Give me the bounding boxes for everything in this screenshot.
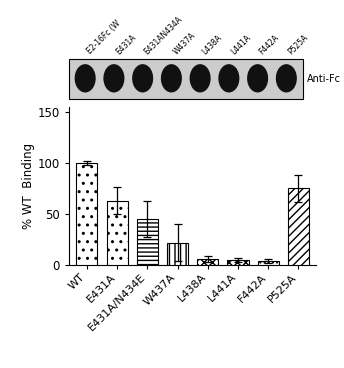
Ellipse shape	[104, 64, 125, 92]
Text: E431AN434A: E431AN434A	[143, 14, 184, 56]
FancyBboxPatch shape	[69, 59, 303, 99]
Ellipse shape	[276, 64, 297, 92]
Text: E2-16Fc (W: E2-16Fc (W	[85, 19, 122, 56]
Text: L441A: L441A	[229, 33, 252, 56]
Ellipse shape	[247, 64, 268, 92]
Bar	[258, 261, 279, 265]
Bar	[227, 260, 248, 265]
Bar	[137, 219, 158, 265]
Bar	[167, 243, 188, 265]
Ellipse shape	[161, 64, 182, 92]
Ellipse shape	[190, 64, 211, 92]
Bar	[288, 188, 309, 265]
Bar	[107, 201, 128, 265]
Ellipse shape	[218, 64, 239, 92]
Bar	[76, 163, 97, 265]
Text: E431A: E431A	[114, 32, 138, 56]
Ellipse shape	[75, 64, 96, 92]
Y-axis label: % WT  Binding: % WT Binding	[22, 143, 35, 229]
Text: Anti-Fc: Anti-Fc	[308, 74, 341, 84]
Text: P525A: P525A	[286, 32, 310, 56]
Ellipse shape	[132, 64, 153, 92]
Text: L438A: L438A	[200, 33, 224, 56]
Text: F442A: F442A	[258, 32, 281, 56]
Text: W437A: W437A	[171, 30, 197, 56]
Bar	[197, 259, 218, 265]
